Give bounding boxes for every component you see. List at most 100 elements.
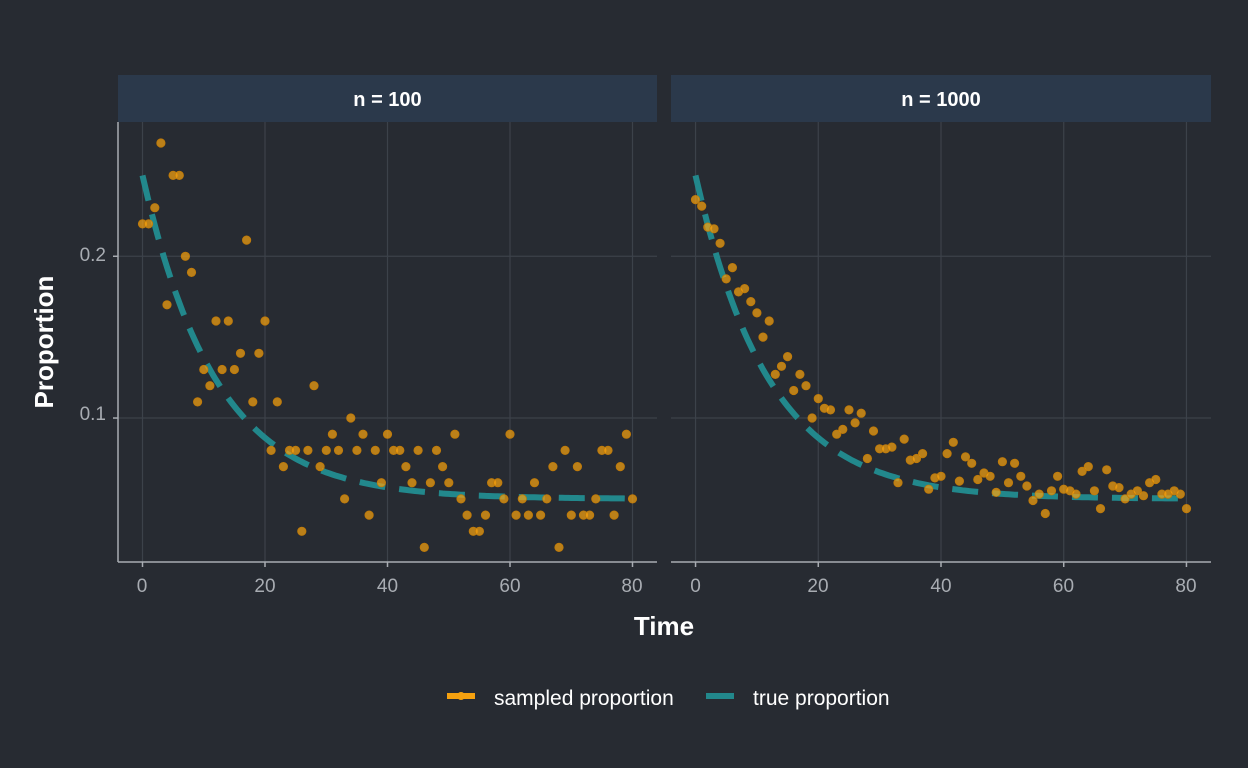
- sampled-point: [856, 408, 866, 418]
- sampled-point: [413, 445, 423, 455]
- sampled-point: [425, 478, 435, 488]
- sampled-point: [529, 478, 540, 488]
- sampled-point: [315, 461, 325, 472]
- x-tick-label-p1-0: 0: [137, 576, 148, 597]
- sampled-point: [309, 381, 319, 391]
- sampled-point: [395, 445, 405, 455]
- sampled-point: [1102, 465, 1112, 475]
- sampled-point: [758, 332, 768, 342]
- x-tick-label-p2-20: 20: [807, 576, 828, 597]
- sampled-point: [844, 405, 854, 415]
- sampled-point: [535, 510, 546, 520]
- sampled-point: [1022, 481, 1032, 491]
- sampled-point: [887, 442, 897, 452]
- facet-label-n100: n = 100: [353, 89, 421, 111]
- sampled-point: [437, 461, 448, 472]
- sampled-point: [548, 461, 558, 472]
- sampled-point: [572, 461, 583, 472]
- sampled-point: [370, 445, 380, 455]
- sampled-point: [401, 461, 411, 472]
- sampled-point: [1053, 471, 1063, 481]
- x-tick-label-p1-80: 80: [621, 576, 642, 597]
- sampled-point: [627, 494, 638, 504]
- sampled-point: [609, 510, 619, 520]
- sampled-point: [499, 494, 509, 504]
- x-tick-label-p1-60: 60: [499, 576, 520, 597]
- sampled-point: [346, 413, 356, 423]
- sampled-point: [1083, 461, 1093, 472]
- facet-label-n1000: n = 1000: [901, 89, 981, 111]
- sampled-point: [327, 429, 337, 439]
- sampled-point: [1009, 458, 1020, 468]
- sampled-point: [376, 478, 386, 488]
- sampled-point: [511, 510, 521, 520]
- sampled-point: [752, 308, 762, 318]
- sampled-point: [444, 478, 454, 488]
- sampled-point: [899, 434, 909, 444]
- sampled-point: [1151, 474, 1161, 485]
- x-axis-title: Time: [634, 611, 694, 641]
- sampled-point: [290, 445, 301, 455]
- sampled-point: [199, 364, 209, 375]
- sampled-point: [795, 369, 805, 379]
- sampled-point: [1114, 482, 1124, 493]
- facet-strip-n100: [118, 75, 657, 122]
- x-tick-label-p2-80: 80: [1175, 576, 1196, 597]
- sampled-point: [1095, 503, 1106, 514]
- sampled-point: [1040, 508, 1050, 519]
- y-tick-label-0.2: 0.2: [80, 245, 106, 266]
- sampled-point: [948, 437, 958, 447]
- sampled-point: [474, 526, 484, 536]
- sampled-point: [364, 510, 374, 520]
- sampled-point: [480, 510, 491, 520]
- sampled-point: [235, 348, 246, 358]
- sampled-point: [205, 381, 215, 391]
- panel-n100: [113, 122, 657, 567]
- sampled-point: [997, 457, 1008, 467]
- sampled-point: [789, 385, 799, 396]
- sampled-point: [407, 478, 417, 488]
- sampled-point: [217, 364, 227, 375]
- sampled-point: [193, 397, 203, 407]
- sampled-point: [690, 195, 701, 205]
- sampled-point: [352, 445, 362, 455]
- sampled-point: [1077, 466, 1087, 476]
- sampled-point: [358, 429, 368, 439]
- sampled-point: [832, 429, 842, 439]
- sampled-point: [727, 262, 738, 273]
- sampled-point: [248, 397, 258, 407]
- sampled-point: [850, 418, 860, 428]
- x-tick-label-p1-40: 40: [377, 576, 398, 597]
- sampled-point: [739, 283, 750, 294]
- legend-label-sampled: sampled proportion: [494, 687, 674, 710]
- sampled-point: [862, 453, 873, 464]
- sampled-point: [746, 296, 756, 307]
- sampled-point: [868, 426, 879, 436]
- sampled-point: [223, 316, 233, 326]
- sampled-point: [450, 429, 460, 439]
- sampled-point: [776, 361, 787, 371]
- sampled-point: [382, 429, 393, 439]
- sampled-point: [801, 381, 811, 391]
- sampled-point: [186, 267, 197, 277]
- sampled-point: [229, 364, 239, 375]
- sampled-point: [697, 201, 707, 211]
- legend-label-true: true proportion: [753, 687, 890, 710]
- sampled-point: [272, 397, 282, 407]
- sampled-point: [807, 413, 817, 423]
- sampled-point: [621, 429, 632, 439]
- sampled-point: [560, 445, 570, 455]
- sampled-point: [254, 348, 264, 358]
- sampled-point: [278, 461, 288, 472]
- sampled-point: [1089, 486, 1100, 496]
- sampled-point: [242, 235, 252, 245]
- sampled-point: [1138, 491, 1149, 501]
- sampled-point: [456, 494, 466, 504]
- sampled-point: [917, 448, 928, 459]
- sampled-point: [493, 478, 503, 488]
- sampled-point: [715, 238, 725, 248]
- sampled-point: [764, 316, 774, 326]
- sampled-point: [967, 458, 977, 468]
- legend-item-true: true proportion: [706, 687, 890, 710]
